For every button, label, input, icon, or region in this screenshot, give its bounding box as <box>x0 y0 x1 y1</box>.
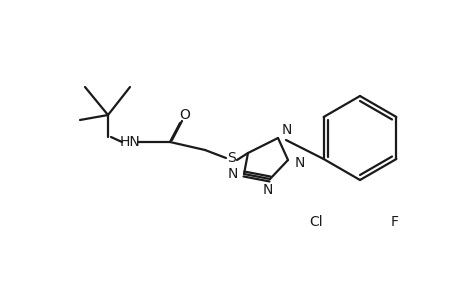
Text: F: F <box>390 215 398 229</box>
Text: N: N <box>294 156 304 170</box>
Text: HN: HN <box>119 135 140 149</box>
Text: O: O <box>179 108 190 122</box>
Text: N: N <box>227 167 238 181</box>
Text: Cl: Cl <box>308 215 322 229</box>
Text: S: S <box>227 151 236 165</box>
Text: N: N <box>281 123 291 137</box>
Text: N: N <box>262 183 273 197</box>
